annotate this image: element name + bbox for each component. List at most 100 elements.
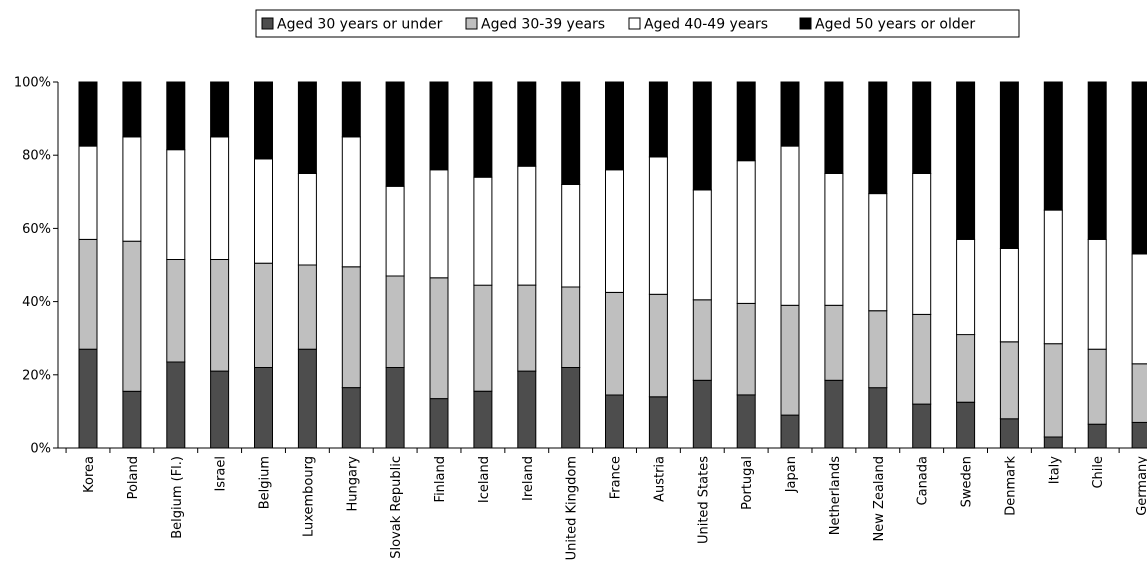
category-label: Denmark (1003, 456, 1018, 516)
bar-4-austria (648, 81, 668, 158)
bar-4-ireland (517, 81, 537, 167)
category-label: Belgium (258, 456, 273, 509)
bar-3-slovak-republic (385, 185, 405, 277)
legend-swatch (465, 17, 478, 30)
bar-4-israel (210, 81, 230, 138)
category-label: Finland (433, 456, 448, 502)
bar-4-germany (1131, 81, 1147, 255)
bar-2-canada (912, 313, 932, 405)
category-label: Hungary (345, 456, 360, 512)
bar-4-netherlands (824, 81, 844, 174)
y-tick-label: 100% (14, 76, 51, 91)
bar-4-iceland (473, 81, 493, 178)
bar-2-belgium-fl- (166, 259, 186, 363)
bar-3-austria (648, 156, 668, 295)
y-tick-label: 0% (30, 442, 51, 457)
bar-3-united-states (692, 189, 712, 301)
category-label: New Zealand (872, 456, 887, 541)
y-tick-label: 40% (22, 295, 51, 310)
bar-3-denmark (999, 248, 1019, 343)
legend-swatch (261, 17, 274, 30)
bar-3-germany (1131, 253, 1147, 365)
bar-4-belgium (254, 81, 273, 160)
bar-3-ireland (517, 165, 537, 286)
bar-1-portugal (736, 394, 756, 449)
bar-4-united-kingdom (561, 81, 581, 185)
bar-1-germany (1131, 421, 1147, 449)
category-label: Sweden (960, 456, 975, 507)
bar-3-belgium-fl- (166, 149, 186, 260)
category-label: Belgium (Fl.) (170, 456, 185, 539)
bar-2-chile (1087, 348, 1107, 425)
category-label: Israel (214, 456, 229, 492)
bar-2-austria (648, 293, 668, 398)
bar-2-france (605, 292, 624, 396)
bar-4-japan (780, 81, 800, 147)
bar-2-belgium (254, 262, 273, 369)
category-label: Germany (1135, 456, 1147, 516)
bar-3-portugal (736, 160, 756, 304)
bar-4-sweden (956, 81, 976, 240)
bar-1-united-kingdom (561, 367, 581, 449)
bar-4-canada (912, 81, 932, 174)
bar-3-belgium (254, 158, 273, 264)
bar-2-finland (429, 277, 449, 400)
bar-2-ireland (517, 284, 537, 372)
bar-1-ireland (517, 370, 537, 449)
bar-4-slovak-republic (385, 81, 405, 187)
bar-2-poland (122, 240, 142, 392)
bar-1-belgium (254, 367, 273, 449)
bar-1-sweden (956, 401, 976, 449)
bar-2-germany (1131, 363, 1147, 423)
bar-2-denmark (999, 341, 1019, 420)
bar-2-sweden (956, 334, 976, 403)
category-label: Austria (652, 456, 667, 502)
bar-1-japan (780, 414, 800, 449)
bar-4-luxembourg (297, 81, 317, 174)
bar-1-luxembourg (297, 348, 317, 449)
legend: Aged 30 years or under Aged 30-39 years Ag… (255, 9, 1020, 38)
bar-2-new-zealand (868, 310, 888, 389)
category-label: Netherlands (828, 456, 843, 535)
bar-1-chile (1087, 423, 1107, 449)
bar-4-belgium-fl- (166, 81, 186, 151)
bar-4-united-states (692, 81, 712, 191)
legend-label: Aged 40-49 years (644, 17, 768, 33)
category-label: Italy (1047, 456, 1062, 485)
bar-4-finland (429, 81, 449, 171)
bar-3-united-kingdom (561, 184, 581, 288)
category-label: France (609, 456, 624, 499)
bar-1-netherlands (824, 379, 844, 449)
bar-4-new-zealand (868, 81, 888, 195)
category-label: Poland (126, 456, 141, 499)
bar-1-italy (1043, 436, 1063, 449)
bar-3-new-zealand (868, 193, 888, 312)
bar-4-france (605, 81, 624, 171)
bar-4-italy (1043, 81, 1063, 211)
category-label: Portugal (740, 456, 755, 510)
category-label: United Kingdom (565, 456, 580, 560)
bar-4-denmark (999, 81, 1019, 249)
bar-3-iceland (473, 176, 493, 286)
bar-1-united-states (692, 379, 712, 449)
bar-4-korea (78, 81, 98, 147)
y-tick-label: 60% (22, 222, 51, 237)
bar-3-canada (912, 173, 932, 315)
bar-3-hungary (341, 136, 361, 268)
bar-1-israel (210, 370, 230, 449)
bar-2-slovak-republic (385, 275, 405, 368)
bar-2-hungary (341, 266, 361, 389)
legend-label: Aged 30 years or under (277, 17, 443, 33)
bar-2-iceland (473, 284, 493, 392)
bar-3-chile (1087, 238, 1107, 350)
bar-3-finland (429, 169, 449, 279)
bar-2-united-kingdom (561, 286, 581, 368)
legend-label: Aged 30-39 years (481, 17, 605, 33)
x-axis: Korea Poland Belgium (Fl.) Israel Belgium Lux… (58, 447, 1147, 560)
category-label: United States (696, 456, 711, 544)
bar-1-new-zealand (868, 387, 888, 449)
bar-3-poland (122, 136, 142, 242)
y-tick-label: 20% (22, 368, 51, 383)
bar-2-italy (1043, 343, 1063, 438)
bar-2-united-states (692, 299, 712, 381)
